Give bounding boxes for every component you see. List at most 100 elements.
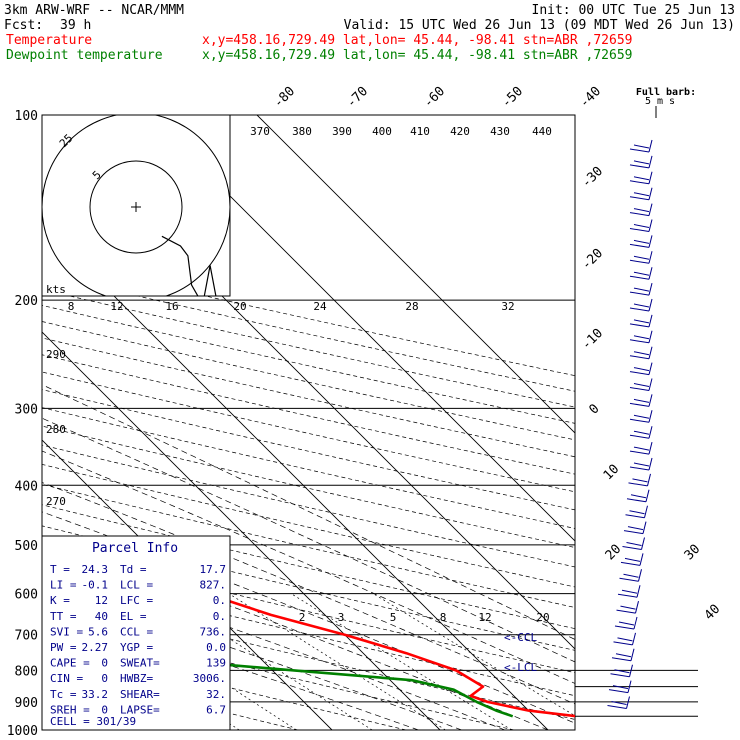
- wind-barb-flag: [629, 339, 650, 344]
- wind-barb-flag: [633, 303, 650, 308]
- wind-barb-flag: [633, 462, 650, 467]
- isotherm: [256, 115, 575, 434]
- pressure-label: 1000: [7, 724, 38, 739]
- parcel-value: 0: [101, 703, 108, 716]
- parcel-value: 736.: [200, 625, 227, 638]
- wind-barb-flag: [633, 430, 650, 435]
- parcel-value: -0.1: [82, 579, 109, 592]
- pressure-label: 600: [15, 588, 38, 603]
- mixing-ratio-line: [290, 593, 512, 730]
- wind-barb-flag: [629, 323, 650, 328]
- isotherm-label: 0: [586, 401, 602, 417]
- isotherm-label: -50: [499, 84, 526, 111]
- hodograph-speed-label: 32: [501, 300, 514, 313]
- parcel-label: CCL =: [120, 625, 153, 638]
- mixing-ratio-label: 5: [390, 611, 397, 624]
- parcel-label: YGP =: [120, 641, 153, 654]
- wind-barb-flag: [633, 208, 650, 213]
- temperature-profile: [42, 540, 575, 718]
- legend-temperature: Temperature: [6, 33, 92, 48]
- barb-key-title: Full barb:: [636, 87, 696, 98]
- wind-barb: [644, 505, 648, 518]
- isotherm-label: 30: [682, 542, 704, 564]
- parcel-label: SVI =: [50, 625, 83, 638]
- wind-barb: [648, 155, 653, 169]
- theta-e-label: 380: [292, 125, 312, 138]
- wind-barb-flag: [628, 482, 648, 487]
- wind-barb-flag: [633, 176, 650, 181]
- moist-adiabat: [42, 585, 462, 730]
- wind-barb-flag: [611, 657, 632, 662]
- wind-barb: [648, 235, 653, 248]
- isotherm-label: -70: [344, 84, 371, 111]
- barb-key-unit: 5 m s: [645, 96, 675, 107]
- dry-adiabat: [42, 289, 575, 408]
- isotherm: [148, 115, 575, 542]
- wind-barb-flag: [607, 705, 627, 709]
- theta-label: 290: [46, 348, 66, 361]
- wind-barb-flag: [616, 609, 636, 614]
- theta-e-label: 430: [490, 125, 510, 138]
- wind-barb: [648, 219, 653, 232]
- valid-time: Valid: 15 UTC Wed 26 Jun 13 (09 MDT Wed …: [344, 18, 735, 33]
- parcel-label: LCL =: [120, 579, 153, 592]
- isotherm-label: -20: [579, 246, 606, 273]
- wind-barb-flag: [629, 466, 650, 471]
- wind-barb: [648, 362, 653, 375]
- hodograph-speed-label: 28: [405, 300, 418, 313]
- isotherm: [42, 331, 441, 730]
- parcel-value: 0.: [213, 594, 226, 607]
- parcel-value: 6.7: [206, 703, 226, 716]
- wind-barb: [648, 441, 653, 455]
- wind-barb-flag: [629, 148, 650, 153]
- wind-barb-flag: [626, 498, 647, 503]
- wind-barb-flag: [633, 414, 650, 419]
- wind-barb-flag: [633, 255, 650, 260]
- wind-barb-flag: [629, 228, 650, 232]
- wind-barb-flag: [629, 180, 650, 185]
- wind-barb-flag: [633, 192, 650, 197]
- parcel-info-box: [41, 535, 231, 731]
- hodograph-area: [42, 115, 230, 296]
- wind-barb-flag: [629, 307, 650, 312]
- wind-barb-flag: [622, 546, 642, 550]
- parcel-label: EL =: [120, 610, 147, 623]
- hodograph-speed-label: 8: [68, 300, 75, 313]
- wind-barb-flag: [625, 514, 645, 519]
- wind-barb: [633, 616, 638, 630]
- init-time: Init: 00 UTC Tue 25 Jun 13: [532, 3, 736, 18]
- isotherm-label: -40: [577, 84, 604, 111]
- wind-barb-flag: [621, 589, 638, 594]
- wind-barb-flag: [633, 224, 650, 228]
- wind-barb: [638, 569, 642, 582]
- wind-barb-flag: [633, 398, 650, 403]
- wind-barb-flag: [629, 510, 645, 515]
- parcel-value: 17.7: [200, 563, 227, 576]
- fcst-label: Fcst:: [4, 18, 43, 33]
- pressure-label: 500: [15, 539, 38, 554]
- parcel-label: HWBZ=: [120, 672, 153, 685]
- wind-barb-flag: [618, 621, 635, 626]
- dry-adiabat: [42, 258, 575, 377]
- wind-barb-flag: [633, 319, 650, 324]
- dry-adiabat: [42, 273, 575, 392]
- wind-barb-flag: [617, 593, 638, 598]
- wind-barb: [648, 282, 653, 296]
- hodograph-speed-label: 16: [165, 300, 178, 313]
- wind-barb: [648, 457, 653, 471]
- wind-barb: [648, 410, 653, 423]
- isotherm: [0, 115, 8, 730]
- wind-barb-flag: [629, 164, 650, 169]
- wind-barb-flag: [629, 450, 650, 455]
- wind-barb: [645, 489, 650, 502]
- theta-e-label: 440: [532, 125, 552, 138]
- wind-barb-flag: [629, 434, 650, 439]
- theta-e-label: 420: [450, 125, 470, 138]
- hodograph-unit: kts: [46, 283, 66, 296]
- wind-barb: [626, 696, 630, 709]
- wind-barb-flag: [608, 689, 629, 694]
- wind-barb: [641, 537, 645, 550]
- hodograph-speed-label: 12: [110, 300, 123, 313]
- wind-barb-flag: [633, 271, 650, 276]
